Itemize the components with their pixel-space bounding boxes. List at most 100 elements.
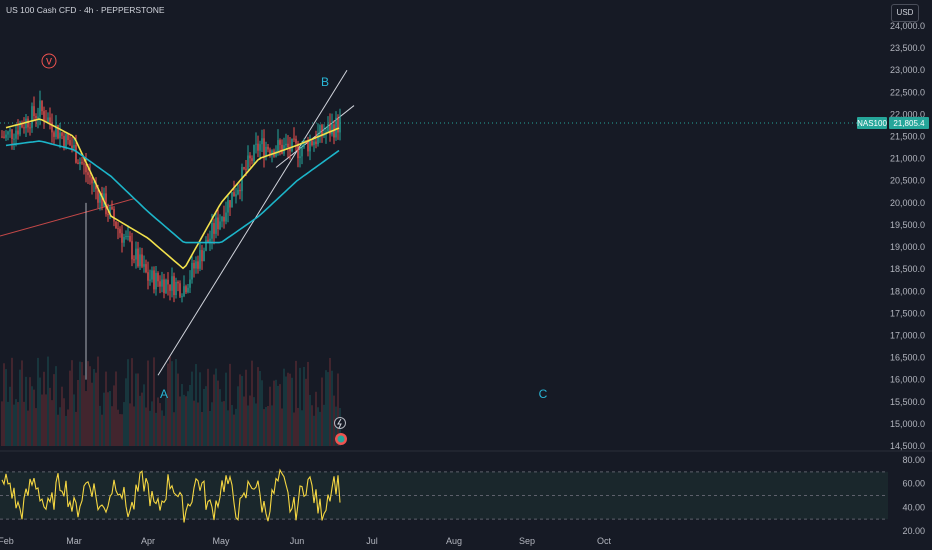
volume-bar [119,414,121,446]
volume-bar [139,395,141,446]
volume-bar [117,409,119,446]
time-tick-label: Jun [290,536,305,546]
candle-body [159,281,161,287]
candle-body [61,132,63,136]
candle-body [5,134,7,138]
time-tick-label: Oct [597,536,612,546]
price-tick-label: 21,000.0 [890,154,925,164]
candle-body [309,140,311,152]
price-tick-label: 15,000.0 [890,419,925,429]
last-price-tag [889,117,929,130]
rsi-line [1,468,341,523]
trend-line [157,69,348,376]
candle-body [133,259,135,261]
volume-bar [227,410,229,446]
volume-bar [127,359,129,446]
candle-body [21,124,23,128]
candle-body [265,146,267,157]
volume-bar [233,414,235,446]
trend-line [0,197,136,237]
candle-body [219,221,221,230]
volume-bar [159,403,161,446]
candle-body [161,279,163,287]
candle-body [223,216,225,222]
volume-bar [147,360,149,446]
candle-body [167,279,169,285]
trend-lines [0,69,888,380]
candle-body [169,284,171,291]
volume-bar [289,373,291,446]
price-tick-label: 20,000.0 [890,198,925,208]
time-tick-label: Apr [141,536,155,546]
candle-body [317,133,319,145]
volume-bar [73,394,75,446]
volume-bar [183,394,185,446]
volume-bar [263,409,265,446]
price-tick-label: 23,500.0 [890,43,925,53]
candle-body [15,130,17,139]
volume-bar [255,403,257,446]
candle-body [75,144,77,163]
volume-bar [11,357,13,446]
volume-bar [153,357,155,446]
candle-body [181,296,183,298]
time-tick-label: Jul [366,536,378,546]
candle-body [31,106,33,128]
volume-bar [149,410,151,446]
candle-body [39,100,41,117]
volume-bar [177,373,179,446]
volume-bar [41,394,43,446]
candle-body [207,239,209,243]
price-tick-label: 24,000.0 [890,21,925,31]
candle-body [117,228,119,230]
volume-bar [181,384,183,446]
volume-bar [123,402,125,446]
candle-body [189,279,191,288]
volume-bar [1,401,3,446]
last-price-label: 21,805.4 [893,119,925,128]
price-tick-label: 22,000.0 [890,109,925,119]
wave-label-b: B [321,75,329,89]
volume-bar [257,367,259,446]
candle-body [281,144,283,154]
volume-bar [77,379,79,446]
volume-bar [241,376,243,446]
volume-bar [293,412,295,446]
wave-label-v: v [46,54,52,68]
volume-bar [211,402,213,446]
volume-bar [5,369,7,446]
volume-bar [331,370,333,446]
candle-body [37,116,39,119]
candle-body [11,129,13,140]
candle-body [311,140,313,146]
price-tick-label: 21,500.0 [890,132,925,142]
rsi-tick-label: 40.00 [902,502,925,512]
candle-body [215,217,217,234]
candle-body [19,124,21,135]
symbol-tag-label: NAS100 [857,119,887,128]
candle-body [109,207,111,216]
candle-body [157,273,159,282]
volume-bar [19,369,21,446]
candle-body [213,223,215,234]
candle-body [65,134,67,148]
candle-body [47,117,49,123]
volume-bar [223,401,225,446]
candle-body [251,158,253,161]
price-tick-label: 19,000.0 [890,242,925,252]
currency-button[interactable]: USD [891,4,919,22]
candle-body [97,189,99,203]
candle-body [17,130,19,135]
volume-bar [209,410,211,446]
volume-bar [279,384,281,446]
volume-bar [275,379,277,446]
candle-body [139,254,141,267]
volume-bar [97,356,99,446]
candle-body [297,143,299,159]
price-tick-label: 20,500.0 [890,176,925,186]
volume-bar [229,363,231,446]
candle-body [209,238,211,243]
volume-bar [179,396,181,446]
candle-body [93,182,95,184]
